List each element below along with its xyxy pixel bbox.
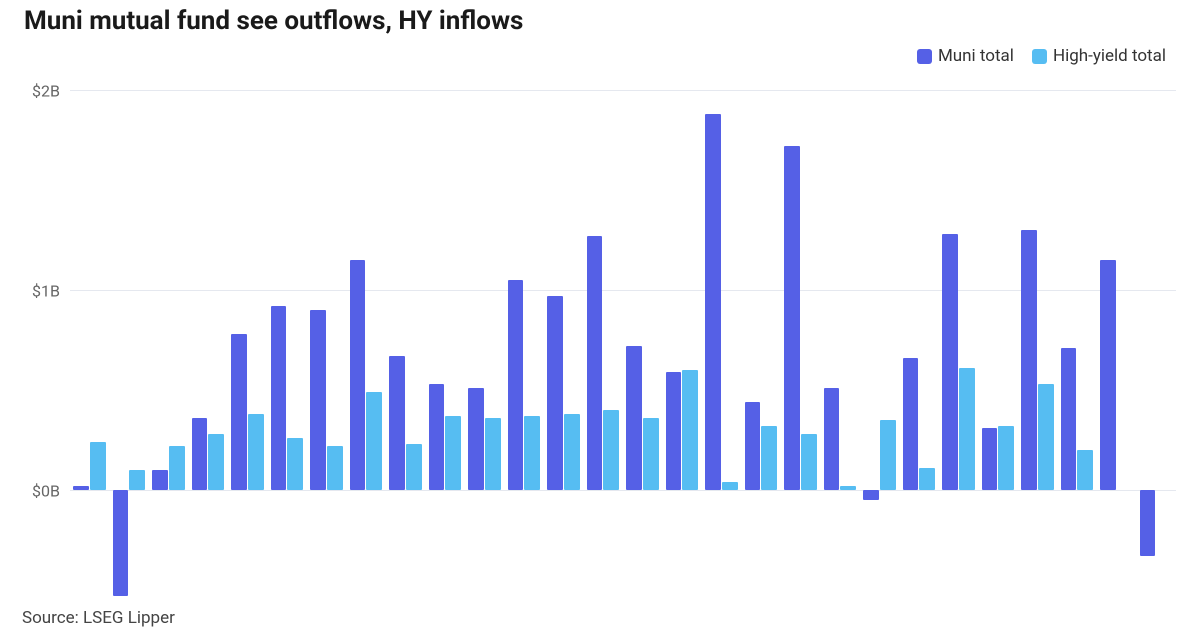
bar-muni	[152, 470, 168, 490]
bar-group	[1058, 90, 1098, 600]
bar-group	[228, 90, 268, 600]
bar-hy	[1038, 384, 1054, 490]
bar-group	[268, 90, 308, 600]
chart-area: $0B$1B$2B	[70, 90, 1176, 600]
bar-hy	[366, 392, 382, 490]
bar-hy	[287, 438, 303, 490]
bar-group	[347, 90, 387, 600]
bar-muni	[1100, 260, 1116, 490]
bar-group	[386, 90, 426, 600]
bar-muni	[1140, 490, 1156, 556]
bar-group	[544, 90, 584, 600]
bar-muni	[468, 388, 484, 490]
bar-group	[821, 90, 861, 600]
chart-source: Source: LSEG Lipper	[22, 608, 175, 628]
bar-group	[781, 90, 821, 600]
bar-group	[505, 90, 545, 600]
bar-muni	[863, 490, 879, 500]
legend-swatch-hy	[1032, 49, 1047, 64]
bar-hy	[919, 468, 935, 490]
bar-hy	[169, 446, 185, 490]
bar-muni	[1061, 348, 1077, 490]
bar-muni	[192, 418, 208, 490]
bar-group	[1137, 90, 1177, 600]
bar-muni	[587, 236, 603, 490]
bar-muni	[350, 260, 366, 490]
bar-muni	[429, 384, 445, 490]
legend-swatch-muni	[917, 49, 932, 64]
bar-group	[623, 90, 663, 600]
bar-group	[742, 90, 782, 600]
bar-group	[110, 90, 150, 600]
bar-group	[663, 90, 703, 600]
bar-muni	[508, 280, 524, 490]
bar-hy	[722, 482, 738, 490]
bar-muni	[1021, 230, 1037, 490]
bar-group	[149, 90, 189, 600]
bar-muni	[73, 486, 89, 490]
bar-muni	[113, 490, 129, 596]
bar-hy	[998, 426, 1014, 490]
bar-muni	[903, 358, 919, 490]
bar-hy	[1077, 450, 1093, 490]
bar-muni	[389, 356, 405, 490]
legend-item-hy: High-yield total	[1032, 46, 1166, 66]
bar-hy	[248, 414, 264, 490]
bar-group	[860, 90, 900, 600]
bar-hy	[485, 418, 501, 490]
bar-muni	[745, 402, 761, 490]
bar-group	[1018, 90, 1058, 600]
chart-title: Muni mutual fund see outflows, HY inflow…	[20, 0, 1180, 37]
bar-group	[307, 90, 347, 600]
bar-hy	[445, 416, 461, 490]
bar-muni	[784, 146, 800, 490]
bar-muni	[666, 372, 682, 490]
legend: Muni total High-yield total	[917, 46, 1166, 66]
bar-hy	[524, 416, 540, 490]
bar-hy	[840, 486, 856, 490]
bar-group	[702, 90, 742, 600]
bar-hy	[406, 444, 422, 490]
bar-hy	[643, 418, 659, 490]
bar-hy	[564, 414, 580, 490]
legend-item-muni: Muni total	[917, 46, 1014, 66]
bar-group	[465, 90, 505, 600]
bar-muni	[547, 296, 563, 490]
bar-muni	[231, 334, 247, 490]
bar-hy	[761, 426, 777, 490]
legend-label-hy: High-yield total	[1053, 46, 1166, 66]
bar-group	[900, 90, 940, 600]
bar-muni	[942, 234, 958, 490]
bar-hy	[129, 470, 145, 490]
y-axis-label: $0B	[0, 482, 70, 501]
y-axis-label: $2B	[0, 82, 70, 101]
bar-muni	[824, 388, 840, 490]
bar-hy	[603, 410, 619, 490]
bar-group	[189, 90, 229, 600]
bar-hy	[90, 442, 106, 490]
legend-label-muni: Muni total	[938, 46, 1014, 66]
bars-container	[70, 90, 1176, 600]
bar-muni	[271, 306, 287, 490]
y-axis-label: $1B	[0, 282, 70, 301]
bar-muni	[310, 310, 326, 490]
bar-hy	[801, 434, 817, 490]
bar-hy	[959, 368, 975, 490]
bar-hy	[208, 434, 224, 490]
bar-group	[70, 90, 110, 600]
bar-group	[584, 90, 624, 600]
bar-hy	[327, 446, 343, 490]
bar-muni	[626, 346, 642, 490]
bar-group	[1097, 90, 1137, 600]
bar-muni	[705, 114, 721, 490]
bar-group	[979, 90, 1019, 600]
bar-muni	[982, 428, 998, 490]
bar-hy	[880, 420, 896, 490]
bar-group	[426, 90, 466, 600]
bar-group	[939, 90, 979, 600]
bar-hy	[682, 370, 698, 490]
